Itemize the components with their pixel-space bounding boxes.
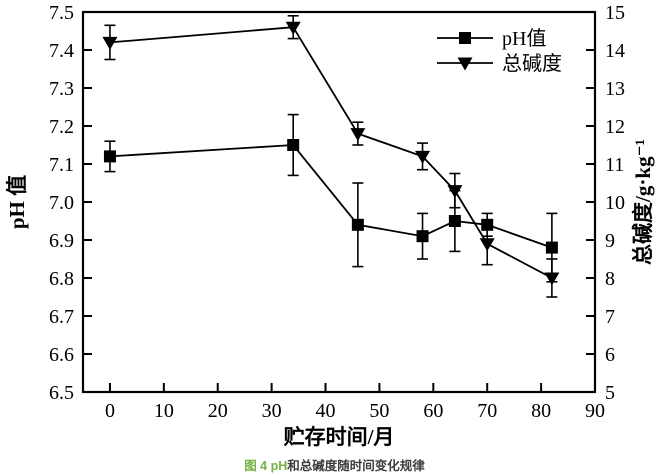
x-axis-title: 贮存时间/月 [283, 425, 395, 449]
ph-data-marker [351, 218, 364, 231]
ph-data-marker [287, 139, 300, 151]
left-axis-tick-label: 7.1 [49, 154, 74, 176]
ph-data-marker [416, 230, 429, 243]
left-axis-tick-label: 6.5 [49, 382, 74, 404]
right-axis-tick-label: 5 [605, 382, 615, 404]
plot-frame [81, 10, 597, 394]
right-axis-tick-label: 9 [605, 230, 615, 252]
left-axis-tick-label: 7.5 [49, 2, 74, 24]
x-axis-tick-label: 90 [585, 400, 605, 422]
legend-label-alkalinity: 总碱度 [502, 52, 562, 75]
x-axis-tick-label: 80 [531, 400, 551, 422]
right-axis-title: 总碱度/g·kg⁻¹ [631, 139, 655, 265]
x-axis-tick-label: 60 [423, 400, 443, 422]
ph-data-marker [448, 215, 461, 227]
left-axis-tick-label: 7.2 [49, 116, 74, 138]
caption-figure-number: 图 4 pH [244, 459, 288, 473]
right-axis-tick-label: 14 [605, 40, 625, 62]
x-axis-tick-label: 10 [154, 400, 174, 422]
x-axis-tick-label: 30 [262, 400, 282, 422]
alkalinity-data-marker [285, 21, 301, 35]
alkalinity-data-marker [350, 128, 366, 142]
x-axis-tick-label: 0 [105, 400, 115, 422]
alkalinity-data-marker [415, 150, 431, 164]
ph-data-marker [545, 241, 558, 254]
left-axis-tick-label: 6.9 [49, 230, 74, 252]
left-axis-tick-label: 6.8 [49, 268, 74, 290]
right-axis-tick-label: 10 [605, 192, 625, 214]
right-axis-tick-label: 7 [605, 306, 615, 328]
alkalinity-data-marker [544, 272, 560, 286]
alkalinity-data-marker [447, 185, 463, 199]
left-axis-tick-label: 6.7 [49, 306, 74, 328]
x-axis-tick-label: 70 [477, 400, 497, 422]
right-axis-tick-label: 8 [605, 268, 615, 290]
x-axis-tick-label: 40 [316, 400, 336, 422]
x-axis-tick-label: 50 [369, 400, 389, 422]
ph-series-line [109, 144, 553, 249]
legend-ph-marker-icon [459, 32, 471, 44]
left-axis-tick-label: 6.6 [49, 344, 74, 366]
left-axis-tick-label: 7.3 [49, 78, 74, 100]
right-axis-tick-label: 13 [605, 78, 625, 100]
left-axis-tick-label: 7.0 [49, 192, 74, 214]
caption-title-text: 和总碱度随时间变化规律 [287, 459, 425, 473]
right-axis-tick-label: 12 [605, 116, 625, 138]
left-axis-title: pH 值 [5, 175, 29, 229]
right-axis-tick-label: 6 [605, 344, 615, 366]
left-axis-tick-label: 7.4 [49, 40, 74, 62]
legend-label-ph: pH值 [502, 27, 546, 50]
right-axis-tick-label: 15 [605, 2, 625, 24]
right-axis-tick-label: 11 [605, 154, 624, 176]
x-axis-tick-label: 20 [208, 400, 228, 422]
figure-caption: 图 4 pH和总碱度随时间变化规律 [0, 455, 669, 474]
legend-alkalinity-marker-icon [457, 57, 473, 71]
ph-data-marker [103, 150, 116, 163]
alkalinity-data-marker [479, 238, 495, 252]
alkalinity-data-marker [102, 36, 118, 50]
